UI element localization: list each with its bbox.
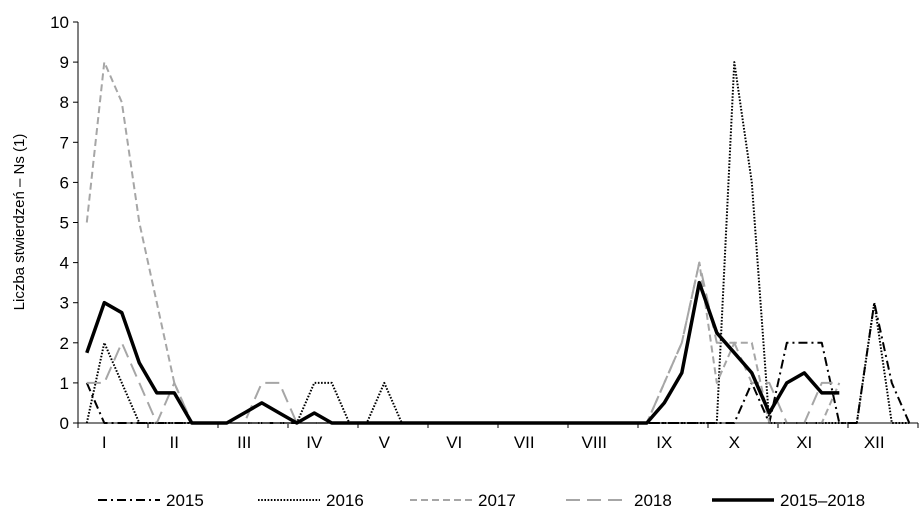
- y-tick-label: 2: [60, 334, 69, 353]
- series-line-0: [85, 301, 911, 424]
- legend-label-0: 2015: [166, 491, 204, 510]
- x-tick-label: II: [170, 433, 179, 452]
- series-lines: [85, 61, 911, 425]
- y-tick-label: 3: [60, 294, 69, 313]
- x-tick-label: IV: [306, 433, 323, 452]
- legend: 2015 2016 2017 2018 2015–2018: [98, 491, 865, 510]
- x-tick-label: III: [237, 433, 251, 452]
- x-tick-label: I: [102, 433, 107, 452]
- x-tick-label: IX: [656, 433, 672, 452]
- y-tick-label: 10: [50, 13, 69, 32]
- x-tick-label: XII: [864, 433, 885, 452]
- y-tick-label: 4: [60, 254, 69, 273]
- series-line-1: [85, 61, 910, 424]
- y-tick-label: 5: [60, 214, 69, 233]
- series-line-2: [85, 61, 841, 424]
- x-tick-label: VI: [446, 433, 462, 452]
- legend-label-2: 2017: [478, 491, 516, 510]
- y-tick-label: 9: [60, 53, 69, 72]
- x-axis-ticks: I II III IV V VI VII VIII IX X XI XII: [77, 423, 919, 452]
- legend-label-1: 2016: [326, 491, 364, 510]
- y-tick-label: 7: [60, 133, 69, 152]
- x-tick-label: VII: [514, 433, 535, 452]
- legend-label-4: 2015–2018: [780, 491, 865, 510]
- x-tick-label: X: [729, 433, 740, 452]
- series-line-4: [85, 280, 840, 425]
- y-tick-label: 0: [60, 414, 69, 433]
- y-tick-label: 1: [60, 374, 69, 393]
- y-tick-label: 6: [60, 173, 69, 192]
- x-tick-label: V: [379, 433, 391, 452]
- y-axis-ticks: 0 1 2 3 4 5 6 7 8 9 10: [50, 13, 78, 433]
- legend-label-3: 2018: [634, 491, 672, 510]
- y-tick-label: 8: [60, 93, 69, 112]
- x-tick-label: VIII: [581, 433, 607, 452]
- x-tick-label: XI: [796, 433, 812, 452]
- y-axis-label: Liczba stwierdzeń – Ns (1): [11, 134, 28, 311]
